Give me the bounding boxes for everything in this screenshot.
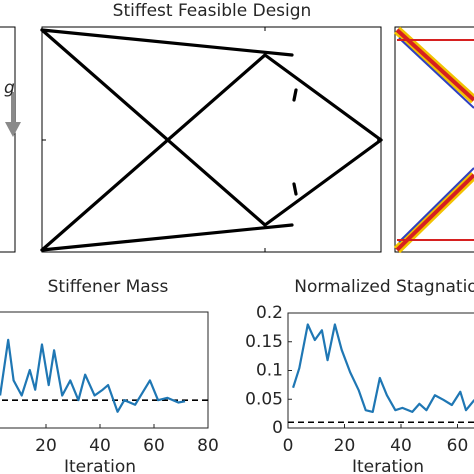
plot-frame: [287, 312, 474, 429]
x-axis-label: Iteration: [352, 457, 424, 474]
y-tick-label: 0.15: [245, 332, 283, 352]
plot-frame: [0, 311, 209, 429]
x-tick-label: 40: [390, 436, 412, 456]
chart-title: Stiffener Mass: [48, 277, 169, 297]
design-title: Stiffest Feasible Design: [113, 1, 312, 21]
y-tick-label: 0.2: [256, 303, 283, 323]
field-panel: [393, 26, 474, 254]
chart-title: Normalized Stagnation C: [294, 277, 474, 297]
load-label: g: [4, 78, 15, 98]
load-panel: g: [0, 26, 21, 253]
data-line: [0, 338, 186, 413]
x-tick-label: 20: [334, 436, 356, 456]
x-tick-label: 60: [447, 436, 469, 456]
y-tick-label: 0: [272, 418, 283, 438]
y-tick-label: 0.05: [245, 389, 283, 409]
x-tick-label: 20: [35, 436, 57, 456]
x-axis-label: Iteration: [64, 457, 136, 474]
design-panel: [40, 26, 383, 253]
x-tick-label: 40: [89, 436, 111, 456]
data-line: [292, 323, 474, 413]
x-tick-label: 80: [197, 436, 219, 456]
x-tick-label: 60: [143, 436, 165, 456]
y-tick-label: 0.1: [256, 361, 283, 381]
x-tick-label: 0: [283, 436, 294, 456]
